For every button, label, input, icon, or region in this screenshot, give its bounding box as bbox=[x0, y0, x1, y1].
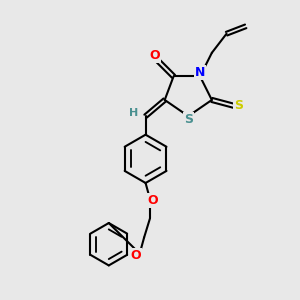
Text: S: S bbox=[234, 99, 243, 112]
Text: H: H bbox=[129, 108, 138, 118]
Text: O: O bbox=[131, 249, 142, 262]
Text: O: O bbox=[149, 49, 160, 62]
Text: O: O bbox=[148, 194, 158, 207]
Text: S: S bbox=[184, 112, 193, 126]
Text: N: N bbox=[195, 66, 205, 80]
